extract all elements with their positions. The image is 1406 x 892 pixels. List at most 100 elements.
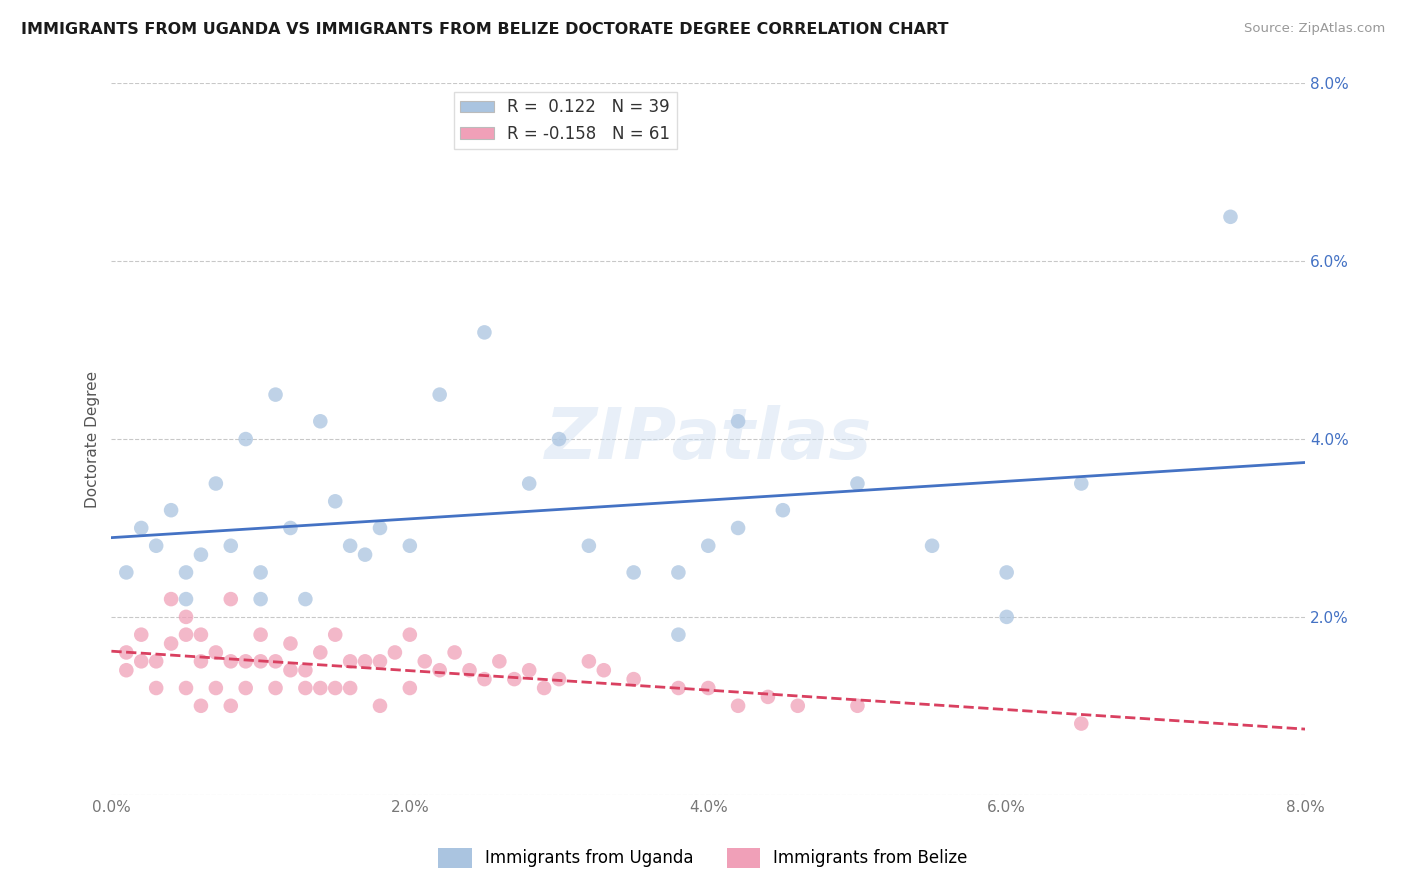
Point [323, 628, 346, 642]
Point [474, 672, 496, 686]
Point [623, 672, 645, 686]
Point [533, 681, 555, 695]
Point [174, 566, 197, 580]
Point [219, 654, 242, 668]
Point [846, 476, 869, 491]
Point [249, 654, 271, 668]
Point [786, 698, 808, 713]
Point [413, 654, 436, 668]
Point [309, 414, 332, 428]
Point [548, 672, 571, 686]
Legend: R =  0.122   N = 39, R = -0.158   N = 61: R = 0.122 N = 39, R = -0.158 N = 61 [454, 92, 676, 150]
Point [219, 698, 242, 713]
Point [668, 681, 690, 695]
Point [339, 681, 361, 695]
Point [190, 698, 212, 713]
Point [205, 645, 228, 659]
Point [160, 592, 183, 607]
Point [264, 387, 287, 401]
Point [756, 690, 779, 704]
Point [235, 654, 257, 668]
Point [115, 566, 138, 580]
Point [1219, 210, 1241, 224]
Point [578, 654, 600, 668]
Point [354, 548, 377, 562]
Point [264, 681, 287, 695]
Point [846, 698, 869, 713]
Point [205, 476, 228, 491]
Point [145, 539, 167, 553]
Point [129, 654, 152, 668]
Point [309, 681, 332, 695]
Point [398, 539, 420, 553]
Point [474, 326, 496, 340]
Point [160, 636, 183, 650]
Point [517, 476, 540, 491]
Point [294, 681, 316, 695]
Point [697, 681, 720, 695]
Point [129, 521, 152, 535]
Point [174, 592, 197, 607]
Point [995, 610, 1018, 624]
Point [190, 628, 212, 642]
Point [398, 628, 420, 642]
Point [174, 628, 197, 642]
Text: ZIPatlas: ZIPatlas [544, 405, 872, 474]
Point [727, 698, 749, 713]
Point [190, 654, 212, 668]
Point [488, 654, 510, 668]
Point [115, 663, 138, 677]
Point [668, 628, 690, 642]
Point [429, 663, 451, 677]
Point [249, 592, 271, 607]
Point [323, 494, 346, 508]
Point [517, 663, 540, 677]
Point [235, 681, 257, 695]
Point [280, 636, 302, 650]
Point [1070, 716, 1092, 731]
Point [249, 628, 271, 642]
Point [368, 698, 391, 713]
Point [384, 645, 406, 659]
Point [592, 663, 614, 677]
Point [145, 654, 167, 668]
Point [1070, 476, 1092, 491]
Point [368, 654, 391, 668]
Point [309, 645, 332, 659]
Point [339, 539, 361, 553]
Point [548, 432, 571, 446]
Point [264, 654, 287, 668]
Point [921, 539, 943, 553]
Point [578, 539, 600, 553]
Text: IMMIGRANTS FROM UGANDA VS IMMIGRANTS FROM BELIZE DOCTORATE DEGREE CORRELATION CH: IMMIGRANTS FROM UGANDA VS IMMIGRANTS FRO… [21, 22, 949, 37]
Point [995, 566, 1018, 580]
Point [235, 432, 257, 446]
Point [458, 663, 481, 677]
Point [668, 566, 690, 580]
Point [145, 681, 167, 695]
Point [115, 645, 138, 659]
Point [368, 521, 391, 535]
Point [503, 672, 526, 686]
Point [727, 521, 749, 535]
Point [443, 645, 465, 659]
Y-axis label: Doctorate Degree: Doctorate Degree [86, 370, 100, 508]
Point [160, 503, 183, 517]
Point [294, 663, 316, 677]
Point [398, 681, 420, 695]
Point [339, 654, 361, 668]
Point [174, 681, 197, 695]
Point [727, 414, 749, 428]
Point [190, 548, 212, 562]
Point [323, 681, 346, 695]
Point [623, 566, 645, 580]
Point [294, 592, 316, 607]
Text: Source: ZipAtlas.com: Source: ZipAtlas.com [1244, 22, 1385, 36]
Point [174, 610, 197, 624]
Point [772, 503, 794, 517]
Point [429, 387, 451, 401]
Point [219, 539, 242, 553]
Point [129, 628, 152, 642]
Point [219, 592, 242, 607]
Point [280, 663, 302, 677]
